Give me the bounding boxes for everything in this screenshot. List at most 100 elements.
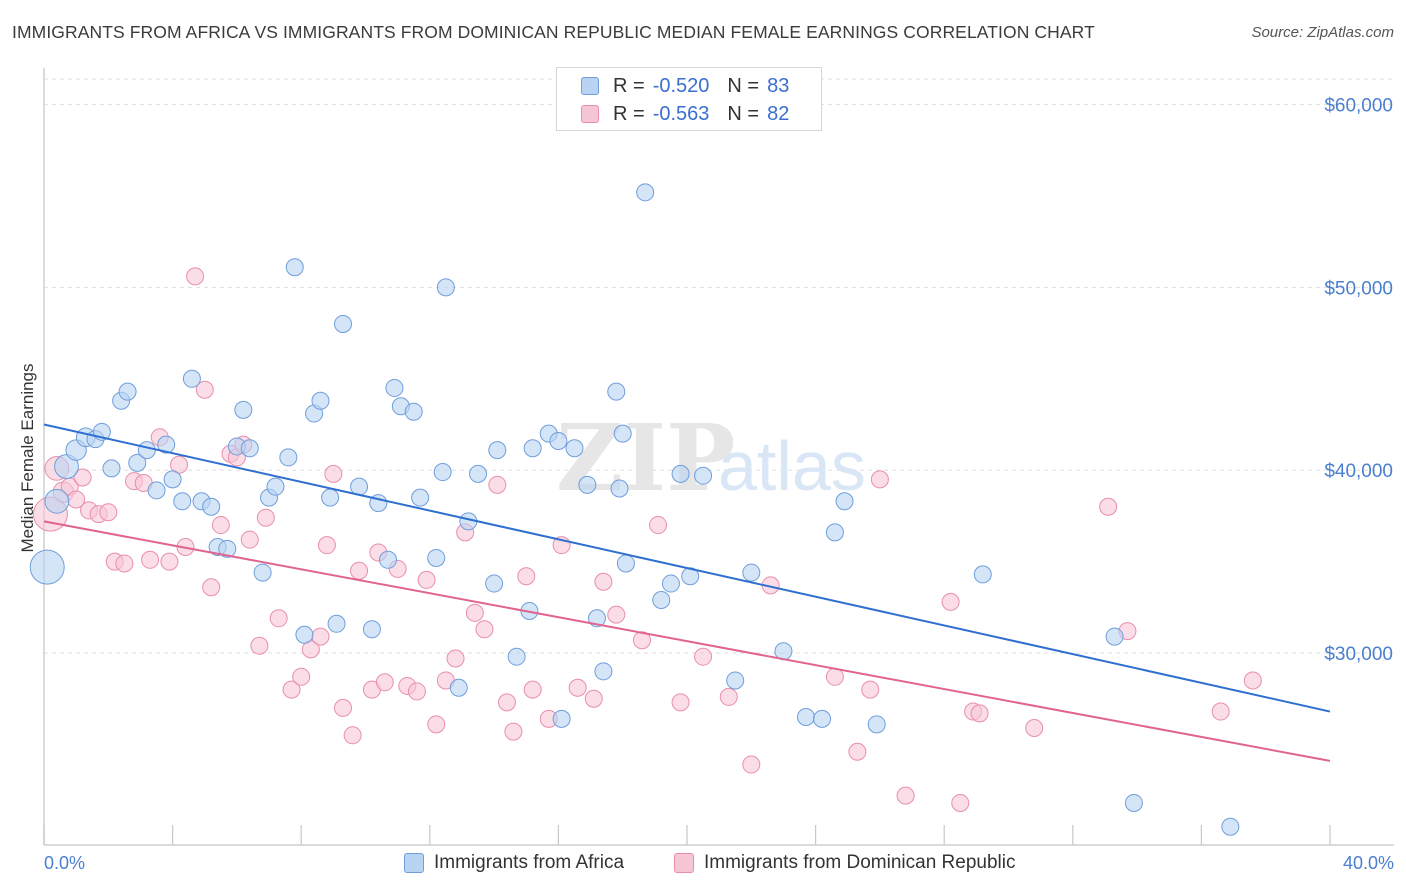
- data-point-dominican: [186, 267, 205, 286]
- data-point-africa: [234, 400, 253, 419]
- series-africa-points: [29, 183, 1240, 836]
- watermark-atlas: atlas: [718, 427, 866, 505]
- data-point-dominican: [333, 698, 352, 717]
- data-point-dominican: [240, 530, 259, 549]
- data-point-africa: [652, 591, 671, 610]
- data-point-dominican: [256, 508, 275, 527]
- data-point-africa: [427, 548, 446, 567]
- legend-r-value: -0.563: [652, 102, 710, 125]
- data-point-africa: [436, 278, 455, 297]
- legend-r-value: -0.520: [652, 74, 710, 97]
- data-point-dominican: [343, 726, 362, 745]
- data-point-dominican: [1211, 702, 1230, 721]
- data-point-africa: [295, 625, 314, 644]
- data-point-dominican: [649, 516, 668, 535]
- data-point-dominican: [475, 620, 494, 639]
- data-point-dominican: [427, 715, 446, 734]
- data-point-dominican: [941, 592, 960, 611]
- chart-title: IMMIGRANTS FROM AFRICA VS IMMIGRANTS FRO…: [12, 22, 1095, 42]
- data-point-dominican: [202, 578, 221, 597]
- axes: [43, 68, 1394, 846]
- grid: [44, 78, 1394, 654]
- data-point-dominican: [594, 572, 613, 591]
- data-point-africa: [44, 488, 70, 514]
- data-point-dominican: [870, 470, 889, 489]
- legend-swatch-dominican: [674, 853, 694, 873]
- data-point-dominican: [211, 516, 230, 535]
- data-point-dominican: [160, 552, 179, 571]
- data-point-dominican: [446, 649, 465, 668]
- data-point-africa: [253, 563, 272, 582]
- data-point-africa: [173, 492, 192, 511]
- source-label: Source: ZipAtlas.com: [1251, 24, 1394, 41]
- data-point-africa: [1105, 627, 1124, 646]
- trend-line-africa: [43, 423, 1331, 713]
- watermark-zip: ZIP: [556, 404, 735, 512]
- data-point-dominican: [861, 680, 880, 699]
- data-point-dominican: [568, 678, 587, 697]
- data-point-dominican: [141, 550, 160, 569]
- data-point-dominican: [317, 536, 336, 555]
- data-point-africa: [796, 708, 815, 727]
- y-tick-label: $60,000: [1324, 96, 1393, 117]
- data-point-africa: [523, 439, 542, 458]
- data-point-africa: [29, 549, 65, 585]
- data-point-africa: [578, 475, 597, 494]
- data-point-africa: [379, 550, 398, 569]
- data-point-africa: [333, 314, 352, 333]
- data-point-dominican: [73, 468, 92, 487]
- legend-swatch-africa: [581, 77, 599, 95]
- data-point-dominican: [671, 693, 690, 712]
- legend-n-label: N =: [727, 74, 760, 97]
- data-point-africa: [385, 378, 404, 397]
- data-point-africa: [266, 477, 285, 496]
- data-point-dominican: [350, 561, 369, 580]
- data-point-africa: [825, 523, 844, 542]
- data-point-dominican: [1025, 718, 1044, 737]
- data-point-africa: [321, 488, 340, 507]
- data-point-dominican: [465, 603, 484, 622]
- data-point-dominican: [488, 475, 507, 494]
- data-point-dominican: [607, 605, 626, 624]
- data-point-dominican: [504, 722, 523, 741]
- data-point-dominican: [951, 793, 970, 812]
- data-point-africa: [587, 609, 606, 628]
- data-point-africa: [813, 709, 832, 728]
- data-point-africa: [636, 183, 655, 202]
- data-point-dominican: [99, 503, 118, 522]
- data-point-africa: [147, 481, 166, 500]
- data-point-dominican: [742, 755, 761, 774]
- data-point-africa: [327, 614, 346, 633]
- legend-item-africa[interactable]: Immigrants from Africa: [404, 852, 624, 874]
- data-point-africa: [279, 448, 298, 467]
- data-point-africa: [411, 488, 430, 507]
- data-point-africa: [507, 647, 526, 666]
- data-point-dominican: [324, 464, 343, 483]
- trend-lines: [43, 423, 1331, 762]
- data-point-africa: [610, 479, 629, 498]
- legend-n-value: 82: [767, 102, 790, 125]
- x-tick-label: 40.0%: [1343, 853, 1394, 873]
- data-point-africa: [102, 459, 121, 478]
- data-point-africa: [594, 662, 613, 681]
- data-point-africa: [157, 435, 176, 454]
- data-point-africa: [552, 709, 571, 728]
- legend-item-dominican[interactable]: Immigrants from Dominican Republic: [674, 852, 1016, 874]
- data-point-dominican: [848, 742, 867, 761]
- data-point-dominican: [632, 631, 651, 650]
- series-dominican-points: [32, 267, 1262, 812]
- data-point-africa: [240, 439, 259, 458]
- data-point-africa: [285, 258, 304, 277]
- data-point-dominican: [719, 687, 738, 706]
- data-point-dominican: [825, 667, 844, 686]
- data-point-africa: [613, 424, 632, 443]
- data-point-africa: [485, 574, 504, 593]
- data-point-africa: [1221, 817, 1240, 836]
- legend-n-value: 83: [767, 74, 790, 97]
- data-point-africa: [202, 497, 221, 516]
- x-tick-label: 0.0%: [44, 853, 85, 873]
- data-point-africa: [726, 671, 745, 690]
- y-tick-label: $40,000: [1324, 461, 1393, 482]
- data-point-africa: [549, 431, 568, 450]
